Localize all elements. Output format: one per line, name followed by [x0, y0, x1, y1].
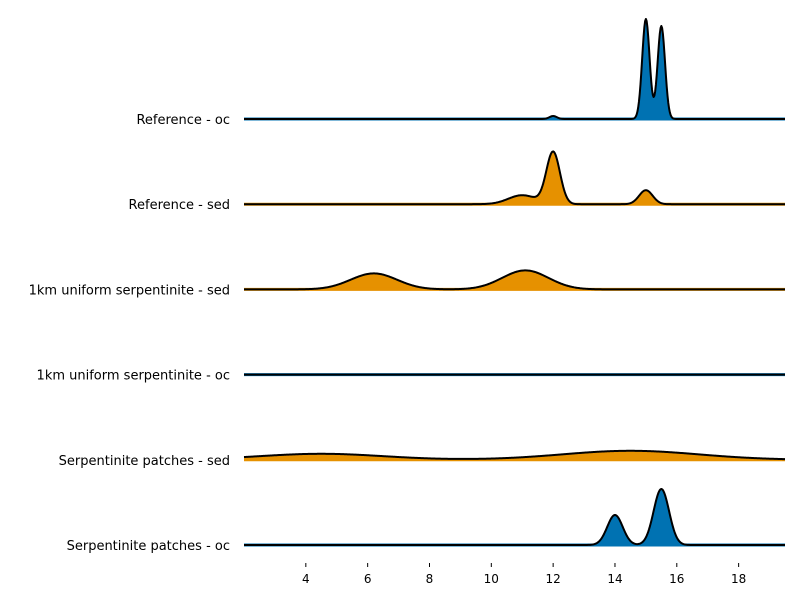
x-tick-label: 14: [607, 572, 622, 586]
ridge-outline: [243, 269, 786, 291]
x-tick-label: 8: [426, 572, 434, 586]
row-label: Serpentinite patches - sed: [59, 454, 230, 469]
x-tick-label: 12: [546, 572, 561, 586]
row-label: Reference - sed: [129, 198, 230, 213]
ridge-serpentinite-patches-oc: [243, 488, 786, 547]
ridge-fill: [244, 450, 785, 460]
ridge-outline: [243, 150, 786, 206]
row-label: 1km uniform serpentinite - sed: [29, 283, 230, 298]
ridge-outline: [243, 17, 786, 120]
ridge-reference-sed: [243, 150, 786, 206]
ridge-fill: [244, 489, 785, 545]
ridge-1km-uniform-serpentinite-sed: [243, 269, 786, 291]
ridge-fill: [244, 18, 785, 120]
x-tick-label: 4: [302, 572, 310, 586]
ridge-outline: [243, 449, 786, 461]
x-tick-label: 18: [731, 572, 746, 586]
row-label: Reference - oc: [136, 113, 230, 128]
ridge-reference-oc: [243, 17, 786, 121]
row-label: Serpentinite patches - oc: [67, 539, 230, 554]
ridge-outline: [243, 488, 786, 546]
x-tick-label: 16: [669, 572, 684, 586]
row-label: 1km uniform serpentinite - oc: [37, 369, 230, 384]
row-labels: Reference - oc Reference - sed 1km uniform…: [29, 113, 230, 554]
x-tick-label: 10: [484, 572, 499, 586]
ridgeline-rows: [243, 17, 786, 547]
ridge-fill: [244, 270, 785, 290]
x-tick-label: 6: [364, 572, 372, 586]
x-axis: 4 6 8 10 12 14 16 18: [302, 563, 746, 586]
ridge-serpentinite-patches-sed: [243, 449, 786, 462]
